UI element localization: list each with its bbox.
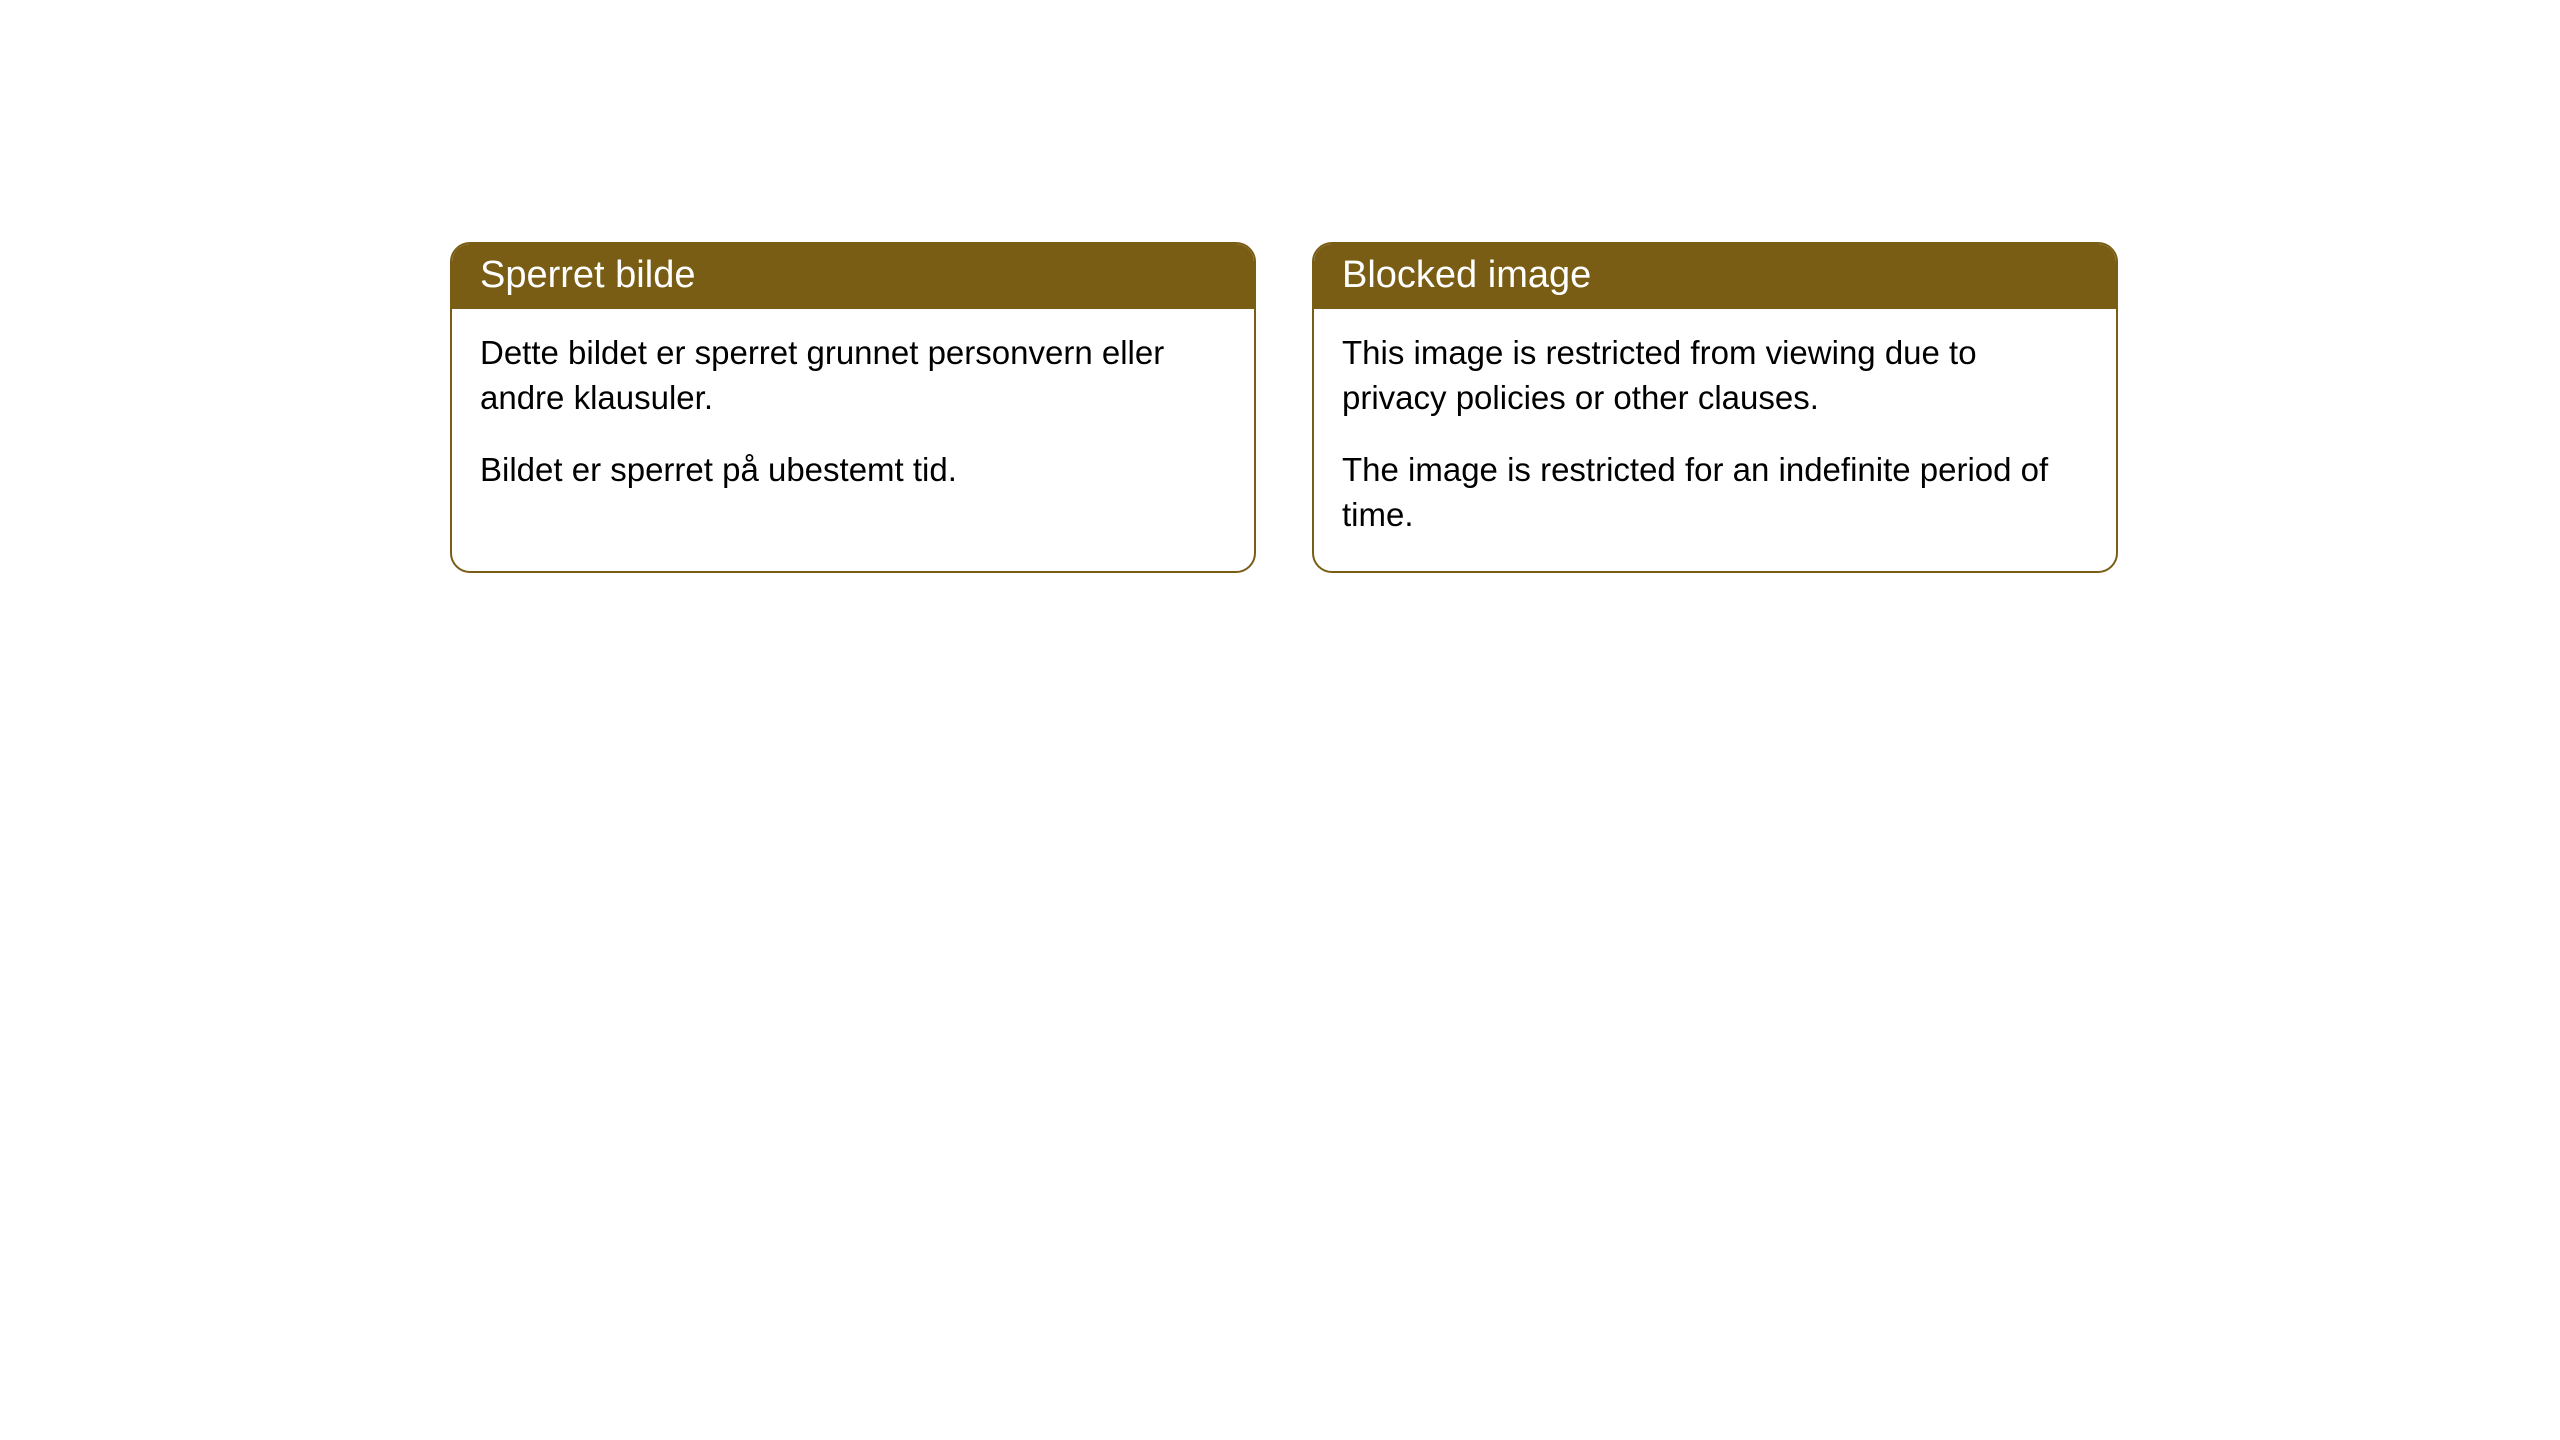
- card-paragraph-2-en: The image is restricted for an indefinit…: [1342, 448, 2088, 537]
- card-paragraph-2-no: Bildet er sperret på ubestemt tid.: [480, 448, 1226, 493]
- card-header-no: Sperret bilde: [452, 244, 1254, 309]
- cards-container: Sperret bilde Dette bildet er sperret gr…: [0, 0, 2560, 573]
- card-paragraph-1-no: Dette bildet er sperret grunnet personve…: [480, 331, 1226, 420]
- blocked-image-card-en: Blocked image This image is restricted f…: [1312, 242, 2118, 573]
- blocked-image-card-no: Sperret bilde Dette bildet er sperret gr…: [450, 242, 1256, 573]
- card-header-en: Blocked image: [1314, 244, 2116, 309]
- card-body-no: Dette bildet er sperret grunnet personve…: [452, 309, 1254, 527]
- card-body-en: This image is restricted from viewing du…: [1314, 309, 2116, 571]
- card-paragraph-1-en: This image is restricted from viewing du…: [1342, 331, 2088, 420]
